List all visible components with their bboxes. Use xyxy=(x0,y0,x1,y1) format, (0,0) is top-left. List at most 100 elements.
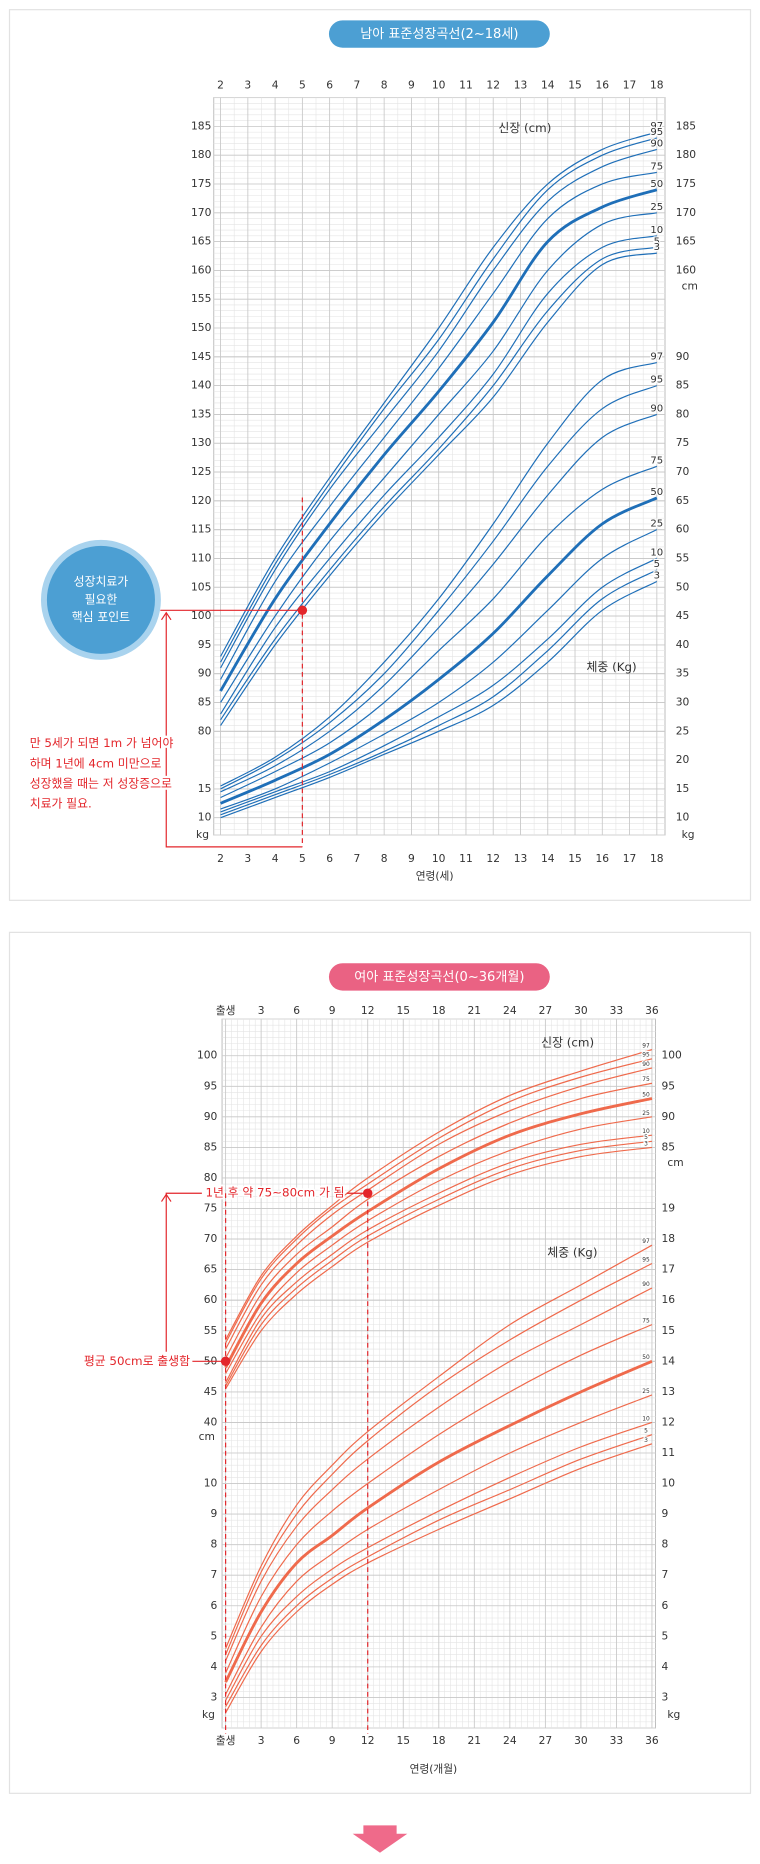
x-tick-label: 6 xyxy=(326,852,333,865)
x-tick-label: 12 xyxy=(486,79,500,92)
percentile-label: 5 xyxy=(644,1428,648,1435)
y-tick-label: 75 xyxy=(204,1202,218,1215)
y-tick-label-right: 170 xyxy=(676,206,697,219)
y2-tick-label: 11 xyxy=(661,1446,675,1459)
percentile-label: 10 xyxy=(650,548,663,559)
y2-tick-label-left: 15 xyxy=(198,782,212,795)
x-tick-label: 15 xyxy=(568,79,582,92)
percentile-curve xyxy=(225,1434,653,1707)
percentile-curve xyxy=(220,557,658,813)
y2-unit: kg xyxy=(682,828,695,841)
y2-tick-label: 20 xyxy=(676,753,690,766)
y2-tick-label: 90 xyxy=(676,350,690,363)
percentile-curve xyxy=(220,246,657,721)
x-tick-label: 18 xyxy=(432,1734,446,1747)
y2-tick-label: 5 xyxy=(661,1629,668,1642)
percentile-curve xyxy=(225,1244,653,1649)
y2-tick-label-left: 8 xyxy=(211,1538,218,1551)
x-tick-label: 17 xyxy=(623,79,637,92)
percentile-label: 97 xyxy=(650,352,663,363)
x-tick-label: 9 xyxy=(408,852,415,865)
marker-label: 평균 50cm로 출생함 xyxy=(84,1354,190,1368)
y2-tick-label-left: 3 xyxy=(211,1690,218,1703)
percentile-label: 10 xyxy=(642,1415,650,1422)
y-tick-label: 45 xyxy=(204,1385,218,1398)
percentile-curve xyxy=(220,413,658,793)
percentile-curve xyxy=(225,1324,653,1674)
x-tick-label: 12 xyxy=(486,852,500,865)
x-tick-label: 18 xyxy=(650,79,664,92)
percentile-label: 25 xyxy=(650,519,663,530)
percentile-label: 25 xyxy=(642,1388,650,1395)
x-axis-label: 연령(세) xyxy=(416,870,454,883)
y-tick-label-right: 90 xyxy=(661,1110,675,1123)
x-tick-label: 4 xyxy=(272,79,279,92)
y2-tick-label-left: 9 xyxy=(211,1507,218,1520)
y-tick-label: 90 xyxy=(198,667,212,680)
percentile-curve xyxy=(225,1116,653,1374)
x-tick-label: 13 xyxy=(514,79,528,92)
x-tick-label: 출생 xyxy=(216,1004,236,1017)
marker xyxy=(297,605,308,616)
y-tick-label: 100 xyxy=(191,609,212,622)
y-tick-label: 145 xyxy=(191,350,211,363)
x-tick-label: 11 xyxy=(459,852,473,865)
note-text: 만 5세가 되면 1m 가 넘어야 xyxy=(30,736,174,750)
y-tick-label: 65 xyxy=(204,1263,218,1276)
arrow-head xyxy=(161,1193,172,1202)
callout-text: 핵심 포인트 xyxy=(72,610,130,624)
x-tick-label: 30 xyxy=(574,1734,588,1747)
y2-tick-label: 15 xyxy=(676,782,690,795)
y2-tick-label: 55 xyxy=(676,551,690,564)
x-tick-label: 2 xyxy=(217,79,224,92)
y-tick-label: 80 xyxy=(198,724,212,737)
y-tick-label: 120 xyxy=(191,494,212,507)
y-tick-label: 70 xyxy=(204,1232,218,1245)
x-tick-label: 4 xyxy=(272,852,279,865)
note-text: 성장했을 때는 저 성장증으로 xyxy=(30,776,172,790)
percentile-label: 5 xyxy=(644,1134,648,1141)
bracket xyxy=(165,1192,202,1352)
percentile-label: 50 xyxy=(642,1354,650,1361)
y-tick-label-right: 85 xyxy=(661,1140,675,1153)
x-tick-label: 13 xyxy=(514,852,528,865)
percentile-curve xyxy=(220,529,658,810)
x-tick-label: 27 xyxy=(539,1004,553,1017)
x-tick-label: 36 xyxy=(645,1004,659,1017)
percentile-curve xyxy=(220,362,657,787)
x-tick-label: 3 xyxy=(244,852,251,865)
percentile-curve xyxy=(220,131,657,657)
x-tick-label: 6 xyxy=(326,79,333,92)
percentile-label: 10 xyxy=(642,1128,650,1135)
y2-tick-label: 65 xyxy=(676,494,690,507)
percentile-curve xyxy=(220,252,657,726)
percentile-curve xyxy=(225,1140,653,1387)
x-tick-label: 24 xyxy=(503,1734,517,1747)
y2-unit: kg xyxy=(202,1708,215,1721)
percentile-curve xyxy=(225,1146,653,1390)
bracket xyxy=(160,609,303,848)
y2-tick-label: 15 xyxy=(661,1324,675,1337)
percentile-label: 50 xyxy=(642,1091,650,1098)
y2-tick-label: 19 xyxy=(661,1202,675,1215)
percentile-curve xyxy=(224,1360,653,1683)
y-tick-label: 185 xyxy=(191,119,211,132)
x-tick-label: 9 xyxy=(408,79,415,92)
x-tick-label: 8 xyxy=(381,852,388,865)
y-tick-label: 165 xyxy=(191,235,211,248)
y-tick-label: 80 xyxy=(204,1171,218,1184)
x-tick-label: 33 xyxy=(610,1004,624,1017)
chart-title: 여아 표준성장곡선(0~36개월) xyxy=(354,970,524,985)
x-tick-label: 14 xyxy=(541,852,555,865)
percentile-curve xyxy=(225,1443,653,1714)
percentile-curve xyxy=(224,1097,653,1369)
x-tick-label: 24 xyxy=(503,1004,517,1017)
percentile-curve xyxy=(220,580,658,819)
x-tick-label: 21 xyxy=(468,1004,482,1017)
percentile-curve xyxy=(225,1058,653,1344)
x-tick-label: 27 xyxy=(539,1734,553,1747)
x-tick-label: 18 xyxy=(650,852,664,865)
x-tick-label: 15 xyxy=(396,1734,410,1747)
x-tick-label: 2 xyxy=(217,852,224,865)
y-tick-label: 130 xyxy=(191,436,212,449)
